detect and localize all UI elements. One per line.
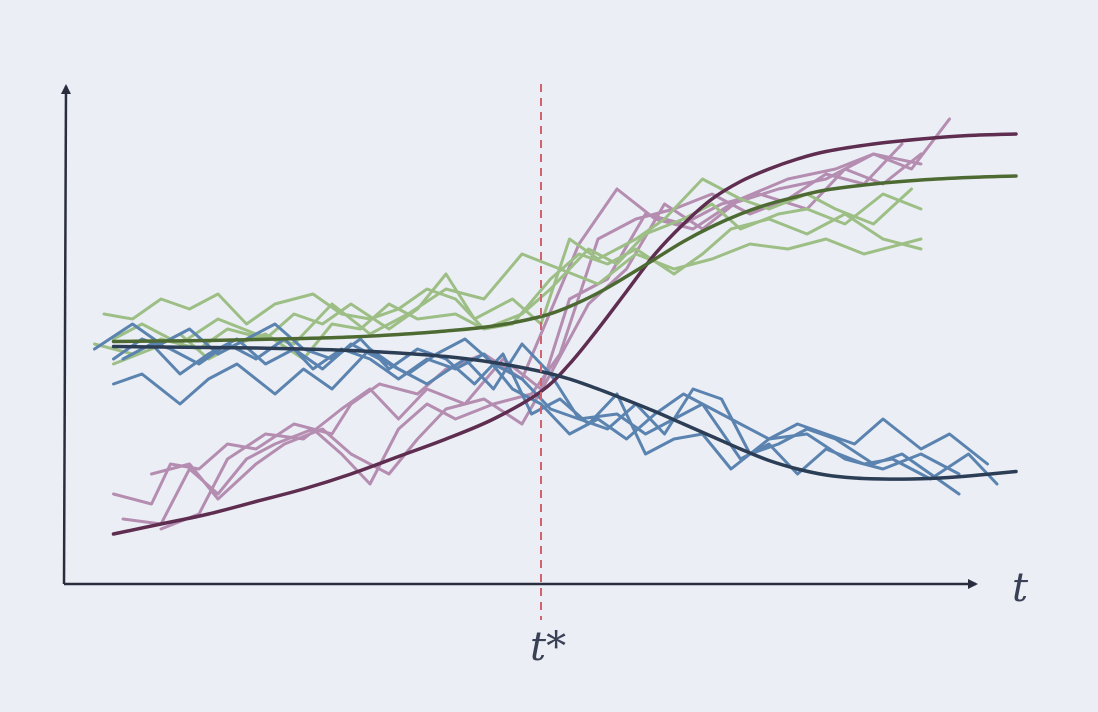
series-layer [93,117,1018,536]
y-axis [60,84,71,585]
x-axis-label: t [1012,565,1029,611]
series-green-sample-1 [102,212,923,331]
series-pink-trend-1 [111,132,1018,536]
cutoff-label: t* [530,624,566,670]
series-pink-sample-3 [150,117,951,501]
series-green-sample-4 [112,237,923,346]
series-pink-sample-2 [121,142,904,526]
series-blue-sample-2 [93,322,961,476]
series-blue-sample-4 [112,337,989,466]
series-green-sample-3 [93,177,913,356]
series-green-trend-1 [111,174,1018,344]
series-blue-trend-1 [111,344,1018,481]
